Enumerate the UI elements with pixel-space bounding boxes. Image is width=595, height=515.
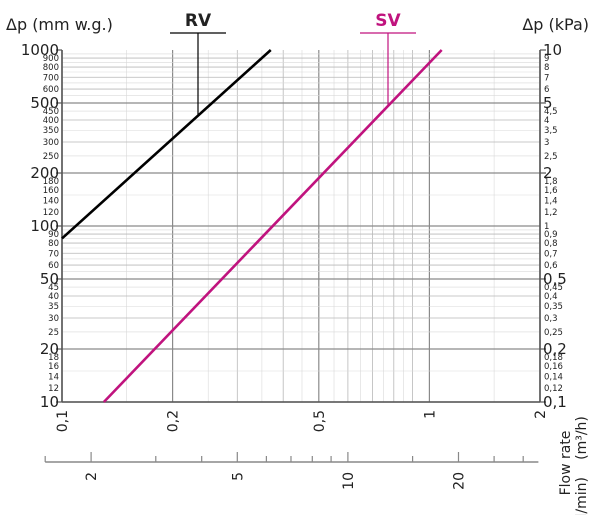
left-tick-label-minor: 600 bbox=[43, 85, 59, 95]
chart-grid bbox=[61, 50, 541, 403]
right-tick-label-minor: 1,8 bbox=[544, 177, 558, 187]
right-tick-label: 0,5 bbox=[543, 270, 567, 288]
right-tick-label-minor: 0,9 bbox=[544, 230, 558, 240]
series-line-rv bbox=[61, 49, 272, 240]
right-tick-label-minor: 1 bbox=[544, 222, 549, 232]
right-tick-label-minor: 4,5 bbox=[544, 107, 558, 117]
right-tick-label: 0,2 bbox=[543, 340, 567, 358]
left-tick-label-minor: 900 bbox=[43, 54, 59, 64]
left-tick-label-minor: 160 bbox=[43, 186, 59, 196]
right-tick-label: 5 bbox=[543, 94, 553, 112]
left-tick-label: 20 bbox=[40, 340, 59, 358]
right-tick-label-minor: 2,5 bbox=[544, 152, 558, 162]
x-tick-label-m3h: 0,5 bbox=[312, 410, 328, 432]
left-tick-label-minor: 180 bbox=[43, 177, 59, 187]
left-tick-label-minor: 12 bbox=[48, 384, 59, 394]
right-tick-label-minor: 4 bbox=[544, 116, 549, 126]
left-tick-label-minor: 35 bbox=[48, 302, 59, 312]
right-tick-label-minor: 0,3 bbox=[544, 314, 558, 324]
right-tick-label-minor: 8 bbox=[544, 63, 549, 73]
x-tick-label-m3h: 0,1 bbox=[55, 410, 71, 432]
left-tick-label-minor: 700 bbox=[43, 73, 59, 83]
x-axis-title-m3h: (m³/h) bbox=[574, 416, 590, 460]
x-tick-label-lpm: 2 bbox=[84, 472, 100, 481]
right-tick-label-minor: 1,2 bbox=[544, 208, 558, 218]
left-tick-label-minor: 45 bbox=[48, 283, 59, 293]
right-tick-label-minor: 7 bbox=[544, 73, 549, 83]
right-tick-label-minor: 0,16 bbox=[544, 362, 563, 372]
left-tick-label: 200 bbox=[30, 164, 59, 182]
left-tick-label-minor: 18 bbox=[48, 353, 59, 363]
left-tick-label-minor: 450 bbox=[43, 107, 59, 117]
left-tick-label-minor: 14 bbox=[48, 372, 59, 382]
right-tick-label-minor: 0,35 bbox=[544, 302, 563, 312]
left-tick-label: 100 bbox=[30, 217, 59, 235]
right-tick-label-minor: 0,18 bbox=[544, 353, 563, 363]
left-tick-label: 1000 bbox=[21, 41, 59, 59]
right-tick-label-minor: 0,25 bbox=[544, 328, 563, 338]
chart-series bbox=[61, 32, 443, 403]
x-tick-label-lpm: 20 bbox=[451, 472, 467, 490]
right-tick-label: 2 bbox=[543, 164, 553, 182]
left-tick-label-minor: 16 bbox=[48, 362, 59, 372]
left-tick-label: 10 bbox=[40, 393, 59, 411]
left-tick-label-minor: 40 bbox=[48, 292, 59, 302]
left-tick-label-minor: 30 bbox=[48, 314, 59, 324]
right-tick-label: 0,1 bbox=[543, 393, 567, 411]
left-tick-label-minor: 80 bbox=[48, 239, 59, 249]
left-tick-label: 500 bbox=[30, 94, 59, 112]
left-tick-label-minor: 800 bbox=[43, 63, 59, 73]
right-tick-label-minor: 6 bbox=[544, 85, 549, 95]
series-label-rv: RV bbox=[185, 11, 212, 31]
right-tick-label-minor: 0,8 bbox=[544, 239, 558, 249]
left-tick-label-minor: 90 bbox=[48, 230, 59, 240]
left-tick-label-minor: 300 bbox=[43, 138, 59, 148]
left-tick-label-minor: 350 bbox=[43, 126, 59, 136]
right-tick-label-minor: 0,14 bbox=[544, 372, 563, 382]
right-tick-label-minor: 0,6 bbox=[544, 261, 558, 271]
right-tick-label-minor: 0,12 bbox=[544, 384, 563, 394]
left-tick-label-minor: 250 bbox=[43, 152, 59, 162]
left-tick-label-minor: 25 bbox=[48, 328, 59, 338]
right-tick-label-minor: 9 bbox=[544, 54, 549, 64]
right-tick-label-minor: 1,6 bbox=[544, 186, 558, 196]
x-tick-label-m3h: 1 bbox=[422, 410, 438, 419]
x-axis-title-lpm: (l/min) bbox=[574, 477, 590, 515]
right-tick-label-minor: 3 bbox=[544, 138, 549, 148]
right-tick-label-minor: 0,45 bbox=[544, 283, 563, 293]
x-tick-label-m3h: 2 bbox=[533, 410, 549, 419]
chart-ticks: 1020501002005001000121416182530354045607… bbox=[21, 41, 567, 490]
x-tick-label-m3h: 0,2 bbox=[166, 410, 182, 432]
x-tick-label-lpm: 5 bbox=[230, 472, 246, 481]
x-tick-label-lpm: 10 bbox=[341, 472, 357, 490]
left-tick-label-minor: 120 bbox=[43, 208, 59, 218]
right-tick-label-minor: 3,5 bbox=[544, 126, 558, 136]
right-tick-label: 10 bbox=[543, 41, 562, 59]
left-tick-label-minor: 70 bbox=[48, 249, 59, 259]
left-tick-label: 50 bbox=[40, 270, 59, 288]
series-label-sv: SV bbox=[375, 11, 401, 31]
x-axis-title-flow: Flow rate bbox=[558, 431, 574, 496]
right-tick-label-minor: 0,7 bbox=[544, 249, 558, 259]
left-tick-label-minor: 400 bbox=[43, 116, 59, 126]
right-tick-label-minor: 0,4 bbox=[544, 292, 558, 302]
left-axis-title: Δp (mm w.g.) bbox=[6, 15, 113, 34]
right-tick-label-minor: 1,4 bbox=[544, 196, 558, 206]
left-tick-label-minor: 140 bbox=[43, 196, 59, 206]
right-axis-title: Δp (kPa) bbox=[522, 15, 589, 34]
left-tick-label-minor: 60 bbox=[48, 261, 59, 271]
series-line-sv bbox=[102, 49, 443, 403]
